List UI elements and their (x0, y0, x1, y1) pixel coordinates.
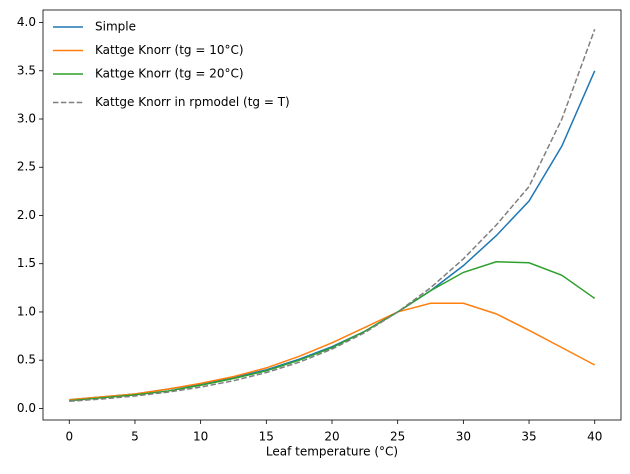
y-tick-label: 1.0 (17, 304, 36, 318)
x-tick-label: 10 (193, 430, 208, 444)
series-line (69, 70, 596, 401)
x-axis-label: Leaf temperature (°C) (266, 445, 398, 459)
y-tick-label: 4.0 (17, 15, 36, 29)
x-tick-label: 40 (587, 430, 602, 444)
x-tick-label: 20 (324, 430, 339, 444)
y-tick-label: 3.0 (17, 112, 36, 126)
y-tick-label: 2.0 (17, 208, 36, 222)
y-tick-label: 2.5 (17, 160, 36, 174)
series-line (69, 29, 596, 403)
x-tick-label: 35 (521, 430, 536, 444)
x-tick-label: 5 (131, 430, 139, 444)
legend-label: Simple (95, 20, 136, 34)
legend-label: Kattge Knorr (tg = 20°C) (95, 67, 244, 81)
y-tick-label: 0.5 (17, 353, 36, 367)
series-line (69, 302, 596, 401)
legend-label: Kattge Knorr in rpmodel (tg = T) (95, 95, 290, 109)
y-tick-label: 1.5 (17, 256, 36, 270)
series-line (69, 261, 596, 402)
x-tick-label: 30 (456, 430, 471, 444)
legend-label: Kattge Knorr (tg = 10°C) (95, 43, 244, 57)
y-tick-label: 0.0 (17, 401, 36, 415)
y-tick-label: 3.5 (17, 63, 36, 77)
x-tick-label: 15 (259, 430, 274, 444)
x-tick-label: 0 (65, 430, 73, 444)
x-tick-label: 25 (390, 430, 405, 444)
